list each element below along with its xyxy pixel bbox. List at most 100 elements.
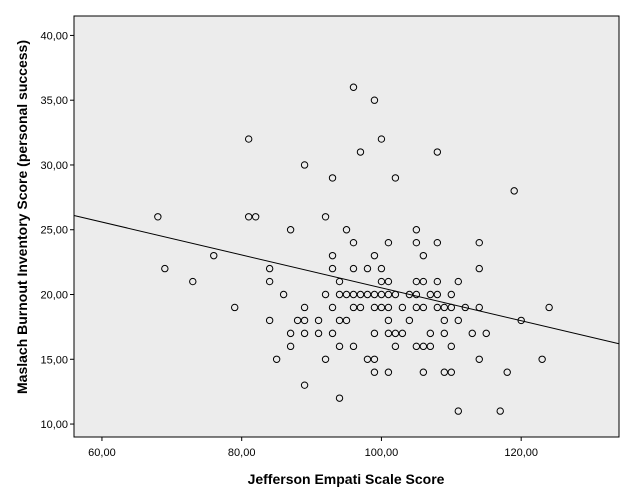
data-point	[440, 316, 449, 325]
data-point	[419, 277, 428, 286]
y-tick-label: 30,00	[40, 160, 68, 172]
data-point	[454, 277, 462, 286]
data-point	[377, 290, 386, 299]
data-point	[335, 316, 344, 325]
data-point	[356, 148, 365, 156]
fit-line-layer	[73, 215, 620, 345]
data-point	[405, 316, 414, 325]
y-tick-label: 10,00	[40, 419, 68, 431]
data-point	[475, 355, 483, 363]
data-point	[349, 83, 358, 91]
data-point	[447, 290, 456, 299]
data-point	[419, 342, 428, 351]
data-point	[384, 329, 393, 338]
data-point	[454, 407, 462, 415]
data-point	[363, 264, 372, 273]
data-point	[384, 303, 393, 312]
data-point	[412, 342, 421, 351]
data-point	[433, 277, 442, 286]
data-point	[377, 277, 386, 286]
data-point	[398, 329, 407, 338]
data-point	[433, 148, 442, 156]
data-point	[349, 342, 358, 351]
data-point	[370, 329, 379, 338]
data-point	[433, 303, 442, 312]
y-tick-label: 35,00	[40, 95, 68, 107]
data-point	[377, 135, 386, 143]
data-point	[161, 264, 169, 273]
points-layer	[154, 83, 553, 415]
data-point	[433, 238, 442, 247]
data-point	[538, 355, 546, 363]
data-point	[475, 238, 483, 247]
data-point	[328, 329, 337, 338]
data-point	[447, 303, 456, 312]
data-point	[370, 303, 379, 312]
data-point	[370, 251, 379, 260]
data-point	[300, 303, 309, 312]
data-point	[286, 226, 295, 234]
x-tick-label: 60,00	[88, 447, 116, 459]
data-point	[300, 161, 309, 169]
data-point	[244, 135, 253, 143]
data-point	[370, 96, 379, 104]
data-point	[384, 368, 393, 376]
data-point	[384, 277, 393, 286]
x-tick-label: 100,00	[365, 447, 399, 459]
data-point	[405, 290, 414, 299]
data-point	[342, 316, 351, 325]
data-point	[189, 277, 197, 286]
data-point	[335, 342, 344, 351]
x-axis: 60,00 80,00 100,00 120,00	[88, 437, 538, 459]
data-point	[251, 213, 260, 221]
data-point	[482, 329, 490, 338]
data-point	[314, 329, 323, 338]
data-point	[384, 238, 393, 247]
data-point	[279, 290, 288, 299]
data-point	[517, 316, 525, 325]
data-point	[349, 264, 358, 273]
data-point	[231, 303, 239, 312]
data-point	[412, 238, 421, 247]
data-point	[426, 329, 435, 338]
data-point	[265, 264, 274, 273]
data-point	[545, 303, 553, 312]
data-point	[447, 342, 456, 351]
data-point	[328, 303, 337, 312]
data-point	[328, 174, 337, 182]
data-point	[300, 381, 309, 389]
data-point	[265, 316, 274, 325]
data-point	[286, 342, 295, 351]
data-point	[314, 316, 323, 325]
data-point	[419, 368, 428, 376]
data-point	[412, 303, 421, 312]
data-point	[356, 303, 365, 312]
y-tick-label: 40,00	[40, 30, 68, 42]
data-point	[300, 329, 309, 338]
data-point	[342, 290, 351, 299]
data-point	[419, 251, 428, 260]
y-tick-label: 15,00	[40, 354, 68, 366]
x-tick-label: 120,00	[504, 447, 538, 459]
x-tick-label: 80,00	[228, 447, 256, 459]
data-point	[433, 290, 442, 299]
data-point	[412, 290, 421, 299]
data-point	[349, 290, 358, 299]
data-point	[272, 355, 281, 363]
data-point	[335, 277, 344, 286]
data-point	[363, 290, 372, 299]
data-point	[426, 342, 435, 351]
data-point	[370, 368, 379, 376]
data-point	[384, 290, 393, 299]
data-point	[454, 316, 462, 325]
data-point	[342, 226, 351, 234]
data-point	[335, 394, 344, 402]
data-point	[510, 187, 518, 195]
data-point	[377, 303, 386, 312]
x-axis-title: Jefferson Empati Scale Score	[248, 471, 445, 487]
data-point	[210, 251, 218, 260]
data-point	[244, 213, 253, 221]
y-tick-label: 20,00	[40, 290, 68, 302]
data-point	[475, 264, 483, 273]
data-point	[475, 303, 483, 312]
